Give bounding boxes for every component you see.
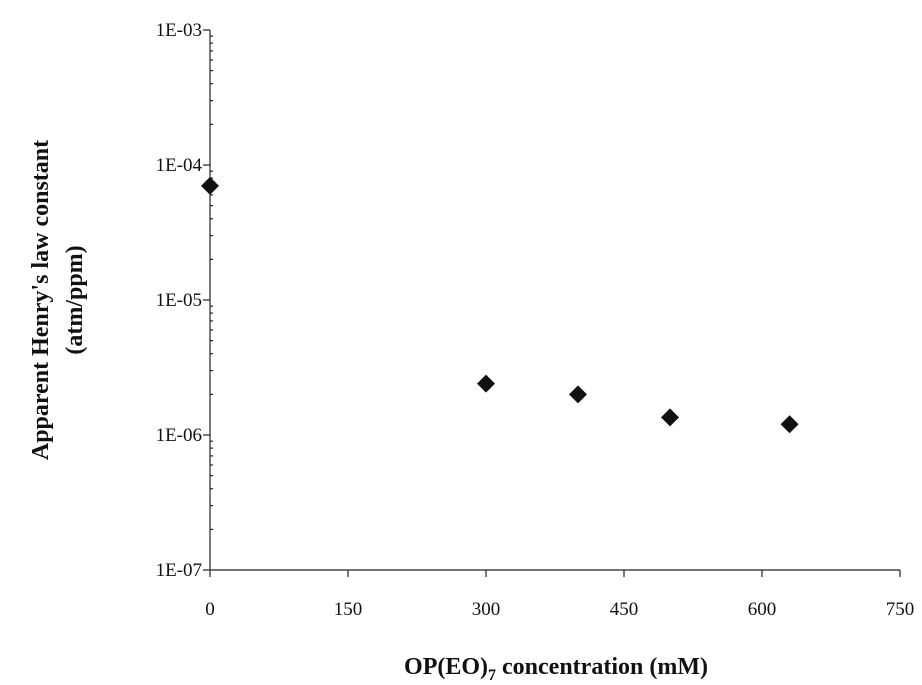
y-tick-label: 1E-05 — [156, 290, 202, 311]
data-point-marker — [569, 385, 587, 404]
x-tick-label: 600 — [748, 599, 777, 620]
data-point-marker — [661, 408, 679, 427]
plot-area — [209, 30, 900, 571]
x-tick-label: 300 — [472, 599, 501, 620]
y-tick-label: 1E-03 — [156, 20, 202, 41]
x-axis-ticks: 0 150 300 450 600 750 — [205, 570, 914, 620]
y-axis-ticks: 1E-03 1E-04 1E-05 1E-06 1E-07 — [156, 20, 213, 581]
data-point-marker — [477, 374, 495, 393]
y-tick-label: 1E-07 — [156, 560, 202, 581]
data-markers — [201, 176, 799, 434]
data-point-marker — [201, 176, 219, 195]
y-axis-title-line2: (atm/ppm) — [62, 245, 88, 354]
x-tick-label: 0 — [205, 599, 215, 620]
x-tick-label: 450 — [610, 599, 639, 620]
y-tick-label: 1E-04 — [156, 155, 203, 176]
x-tick-label: 150 — [334, 599, 363, 620]
y-tick-label: 1E-06 — [156, 425, 202, 446]
x-axis-title-main: OP(EO) — [404, 654, 488, 680]
x-axis-title-rest: concentration (mM) — [496, 654, 708, 680]
x-axis-title-subscript: 7 — [488, 667, 496, 684]
data-point-marker — [780, 415, 799, 434]
y-axis-title-line1: Apparent Henry's law constant — [28, 140, 54, 460]
x-tick-label: 750 — [886, 599, 915, 620]
x-axis-title: OP(EO)7 concentration (mM) — [404, 654, 708, 684]
